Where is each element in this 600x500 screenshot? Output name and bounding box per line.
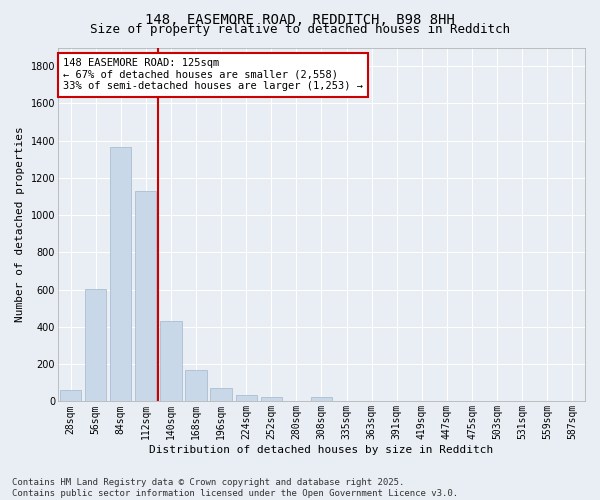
Bar <box>135 191 157 402</box>
Bar <box>185 370 206 402</box>
Bar <box>211 388 232 402</box>
Y-axis label: Number of detached properties: Number of detached properties <box>15 126 25 322</box>
Bar <box>85 288 106 402</box>
X-axis label: Distribution of detached houses by size in Redditch: Distribution of detached houses by size … <box>149 445 494 455</box>
Bar <box>60 390 81 402</box>
Text: Size of property relative to detached houses in Redditch: Size of property relative to detached ho… <box>90 22 510 36</box>
Bar <box>160 322 182 402</box>
Bar <box>236 395 257 402</box>
Bar <box>311 397 332 402</box>
Bar <box>110 147 131 402</box>
Text: Contains HM Land Registry data © Crown copyright and database right 2025.
Contai: Contains HM Land Registry data © Crown c… <box>12 478 458 498</box>
Text: 148, EASEMORE ROAD, REDDITCH, B98 8HH: 148, EASEMORE ROAD, REDDITCH, B98 8HH <box>145 12 455 26</box>
Bar <box>260 397 282 402</box>
Text: 148 EASEMORE ROAD: 125sqm
← 67% of detached houses are smaller (2,558)
33% of se: 148 EASEMORE ROAD: 125sqm ← 67% of detac… <box>63 58 363 92</box>
